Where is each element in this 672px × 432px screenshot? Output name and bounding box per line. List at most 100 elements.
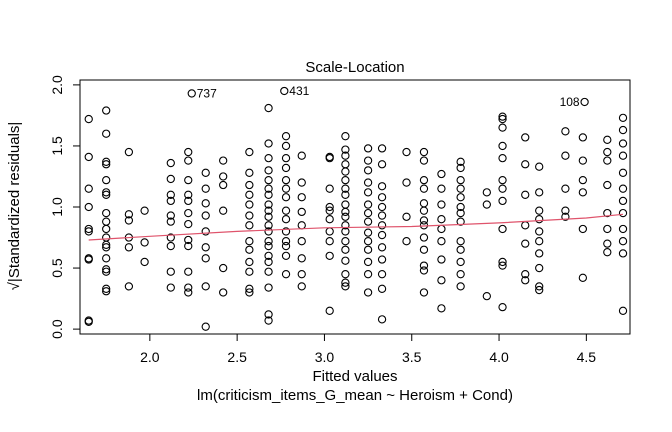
data-point	[281, 237, 291, 246]
data-point	[166, 211, 175, 220]
data-point	[363, 228, 373, 237]
data-point	[166, 217, 175, 226]
data-point	[281, 193, 291, 202]
data-point	[482, 188, 491, 197]
data-point	[437, 169, 446, 179]
data-point	[618, 249, 628, 258]
data-point	[264, 241, 273, 251]
data-point	[521, 133, 530, 142]
data-point	[264, 237, 273, 246]
data-point	[184, 219, 193, 229]
data-point	[166, 267, 175, 276]
data-point	[124, 216, 134, 225]
data-point	[280, 86, 289, 96]
data-point	[456, 175, 465, 185]
data-point	[124, 210, 134, 219]
data-point	[184, 156, 193, 165]
data-point	[84, 184, 93, 193]
data-point	[124, 282, 134, 291]
model-formula: lm(criticism_items_G_mean ~ Heroism + Co…	[197, 387, 513, 404]
data-point	[297, 207, 306, 217]
data-point	[456, 157, 465, 166]
data-point	[402, 237, 411, 246]
data-point	[535, 162, 544, 171]
data-point	[456, 245, 465, 254]
data-point	[102, 129, 111, 138]
data-point	[245, 267, 254, 276]
data-point	[219, 180, 228, 190]
data-point	[281, 163, 291, 173]
data-point	[341, 175, 350, 185]
data-point	[498, 196, 507, 206]
data-point	[535, 263, 544, 273]
data-point	[456, 193, 465, 202]
data-point	[618, 139, 628, 148]
data-point	[561, 151, 570, 160]
data-point	[325, 237, 334, 246]
data-point	[245, 221, 254, 230]
data-point	[264, 227, 273, 236]
data-point	[297, 178, 306, 187]
data-point	[618, 151, 628, 160]
data-point	[535, 215, 544, 224]
data-point	[377, 193, 387, 202]
x-tick-label: 4.5	[577, 349, 597, 365]
data-point	[245, 190, 254, 199]
data-point	[363, 188, 373, 197]
data-point	[201, 322, 210, 331]
data-point	[102, 284, 111, 293]
data-point	[363, 208, 373, 218]
data-point	[102, 240, 111, 250]
data-point	[498, 224, 507, 234]
data-point	[281, 215, 291, 224]
data-point	[84, 224, 93, 234]
data-point	[377, 270, 387, 279]
data-point	[102, 188, 111, 197]
data-point	[498, 261, 507, 270]
data-point	[264, 166, 273, 175]
data-point	[102, 106, 111, 115]
x-axis: 2.0 2.5 3.0 3.5 4.0 4.5	[140, 333, 597, 365]
data-point	[184, 267, 193, 276]
data-point	[561, 206, 570, 215]
data-point	[102, 157, 111, 166]
data-point	[264, 221, 273, 230]
data-point	[245, 200, 254, 209]
data-point	[618, 168, 628, 177]
data-point	[437, 184, 446, 193]
data-point	[166, 174, 175, 184]
data-point	[102, 224, 111, 234]
data-point	[219, 288, 228, 297]
data-point	[377, 160, 387, 169]
data-point	[482, 291, 491, 301]
y-tick-label: 0.5	[49, 258, 65, 278]
data-point	[264, 154, 273, 163]
data-point	[281, 270, 291, 279]
data-point	[498, 302, 507, 312]
data-point	[603, 147, 612, 157]
data-point	[219, 263, 228, 273]
data-point	[618, 125, 628, 135]
data-point	[325, 251, 334, 260]
data-point	[325, 215, 334, 224]
data-point	[102, 287, 111, 296]
data-point	[264, 103, 273, 113]
data-point	[535, 249, 544, 258]
data-point	[187, 89, 196, 98]
data-point	[419, 233, 429, 242]
data-point	[264, 283, 273, 292]
data-point	[578, 156, 588, 165]
data-point	[297, 237, 306, 246]
data-point	[363, 156, 373, 165]
data-point	[498, 154, 507, 163]
data-point	[498, 257, 507, 267]
outlier-label: 431	[289, 84, 309, 98]
data-point	[84, 227, 93, 236]
data-point	[456, 257, 465, 267]
data-point	[521, 270, 530, 279]
data-point	[281, 184, 291, 193]
data-point	[341, 212, 350, 221]
data-point	[219, 172, 228, 181]
data-point	[245, 211, 254, 220]
